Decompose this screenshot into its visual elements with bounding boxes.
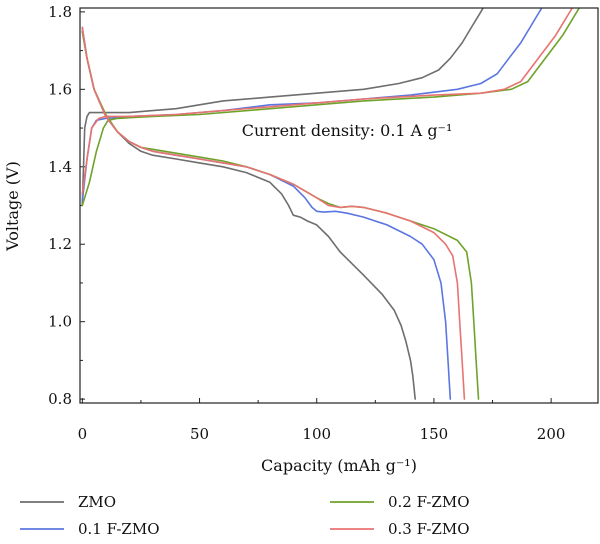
x-axis-label: Capacity (mAh g⁻¹) (261, 456, 417, 475)
x-tick-label: 200 (537, 425, 566, 443)
x-tick-label: 100 (302, 425, 331, 443)
y-tick-label: 1.0 (48, 313, 72, 331)
series-line-3-discharge (81, 30, 480, 400)
series-line-3-charge (81, 8, 580, 207)
series-group (81, 8, 580, 400)
series-line-1-discharge (81, 30, 416, 400)
legend-label-2: 0.1 F-ZMO (78, 520, 160, 538)
legend-label-3: 0.2 F-ZMO (388, 493, 470, 511)
x-tick-label: 150 (420, 425, 449, 443)
y-tick-label: 1.6 (48, 80, 72, 98)
y-tick-label: 1.8 (48, 3, 72, 21)
series-line-4-discharge (81, 26, 466, 400)
x-tick-label: 50 (190, 425, 209, 443)
axis-ticks: 0 50 100 150 200 0.8 1.0 1.2 1.4 1.6 1.8 (48, 3, 565, 443)
series-line-4-charge (81, 8, 573, 195)
series-line-1-charge (81, 8, 484, 207)
plot-frame (79, 7, 599, 404)
series-line-2-discharge (81, 26, 452, 400)
legend-label-1: ZMO (78, 493, 116, 511)
x-tick-label: 0 (78, 425, 88, 443)
y-tick-label: 1.4 (48, 158, 72, 176)
annotation-text: Current density: 0.1 A g⁻¹ (242, 121, 453, 140)
y-tick-label: 0.8 (48, 390, 72, 408)
legend: ZMO 0.1 F-ZMO 0.2 F-ZMO 0.3 F-ZMO (20, 493, 470, 538)
legend-label-4: 0.3 F-ZMO (388, 520, 470, 538)
y-tick-label: 1.2 (48, 235, 72, 253)
y-axis-label: Voltage (V) (3, 161, 22, 252)
